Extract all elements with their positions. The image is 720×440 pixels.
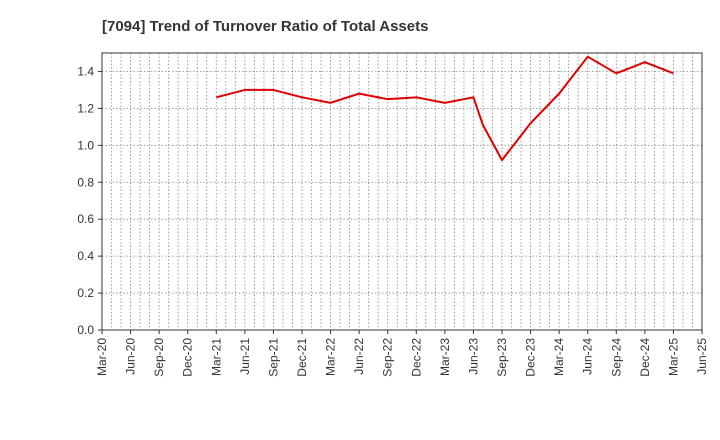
x-tick-label: Sep-24: [609, 338, 623, 377]
data-point: [501, 159, 503, 161]
y-tick-label: 0.6: [77, 212, 94, 226]
x-tick-label: Mar-22: [324, 338, 338, 376]
y-tick-label: 0.0: [77, 323, 94, 337]
x-tick-label: Jun-25: [695, 338, 709, 375]
x-axis: Mar-20 Jun-20 Sep-20 Dec-20 Mar-21 Jun-21 Sep-…: [95, 330, 709, 377]
data-point: [615, 72, 617, 74]
x-tick-label: Dec-24: [638, 338, 652, 377]
data-point: [530, 122, 532, 124]
x-tick-label: Mar-20: [95, 338, 109, 376]
series: [215, 55, 674, 162]
x-tick-label: Dec-20: [181, 338, 195, 377]
series-line: [216, 55, 674, 162]
data-point: [272, 89, 274, 91]
data-point: [415, 96, 417, 98]
grid: [102, 53, 702, 330]
x-tick-label: Sep-23: [495, 338, 509, 377]
data-point: [330, 102, 332, 104]
data-point: [387, 98, 389, 100]
data-point: [672, 72, 674, 74]
x-tick-label: Mar-24: [552, 338, 566, 376]
y-tick-label: 1.2: [77, 101, 94, 115]
data-point: [301, 96, 303, 98]
y-tick-label: 1.4: [77, 64, 94, 78]
data-point: [482, 124, 484, 126]
data-point: [472, 96, 474, 98]
plot-frame: [101, 52, 703, 331]
x-tick-label: Jun-20: [124, 338, 138, 375]
x-tick-label: Mar-23: [438, 338, 452, 376]
data-point: [644, 61, 646, 63]
x-tick-label: Sep-21: [266, 338, 280, 377]
x-tick-label: Sep-20: [152, 338, 166, 377]
x-tick-label: Sep-22: [381, 338, 395, 377]
x-tick-label: Mar-25: [666, 338, 680, 376]
x-tick-label: Mar-21: [209, 338, 223, 376]
x-tick-label: Jun-22: [352, 338, 366, 375]
y-tick-label: 0.4: [77, 249, 94, 263]
data-point: [358, 93, 360, 95]
data-point: [587, 56, 589, 58]
chart-title: [7094] Trend of Turnover Ratio of Total …: [102, 18, 428, 35]
x-tick-label: Dec-22: [409, 338, 423, 377]
x-tick-label: Jun-24: [581, 338, 595, 375]
data-point: [558, 93, 560, 95]
x-tick-label: Dec-23: [524, 338, 538, 377]
data-point: [444, 102, 446, 104]
x-tick-label: Dec-21: [295, 338, 309, 377]
y-tick-label: 1.0: [77, 138, 94, 152]
x-tick-label: Jun-21: [238, 338, 252, 375]
y-tick-label: 0.2: [77, 286, 94, 300]
data-point: [244, 89, 246, 91]
y-axis: 0.0 0.2 0.4 0.6 0.8 1.0 1.2 1.4: [77, 64, 102, 337]
data-point: [215, 96, 217, 98]
x-tick-label: Jun-23: [466, 338, 480, 375]
y-tick-label: 0.8: [77, 175, 94, 189]
